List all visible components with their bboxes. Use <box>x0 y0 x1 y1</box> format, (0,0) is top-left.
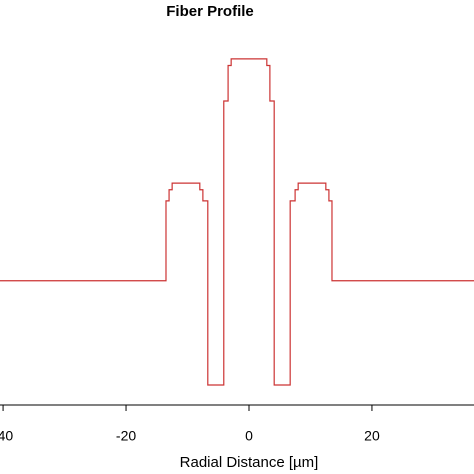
x-axis-label: Radial Distance [µm] <box>180 454 319 471</box>
x-tick-label: 20 <box>364 428 380 444</box>
profile-line <box>0 58 474 386</box>
x-tick-label: 0 <box>245 428 253 444</box>
chart-title: Fiber Profile <box>166 3 254 20</box>
x-tick-label: -20 <box>116 428 136 444</box>
x-tick-label: -40 <box>0 428 13 444</box>
